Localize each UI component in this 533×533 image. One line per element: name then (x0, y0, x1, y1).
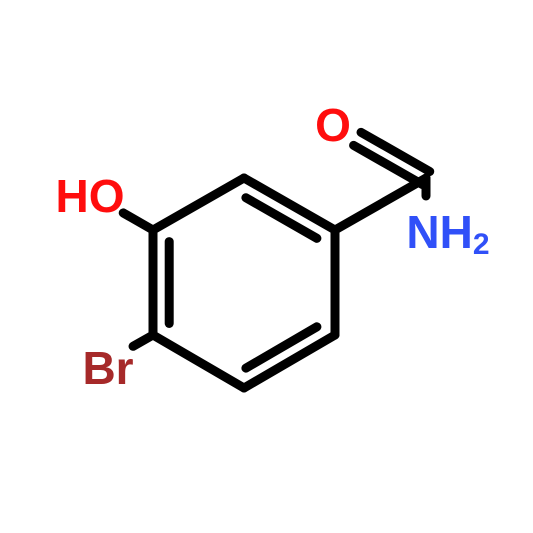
bond (153, 335, 244, 388)
atom-label-O10: HO (56, 170, 125, 222)
atom-label-O8: NH2 (406, 206, 489, 261)
atom-label-Br11: Br (82, 342, 133, 394)
atom-label-N9: O (315, 99, 351, 151)
bond (123, 213, 153, 230)
bond (133, 335, 153, 346)
bond (153, 178, 244, 230)
